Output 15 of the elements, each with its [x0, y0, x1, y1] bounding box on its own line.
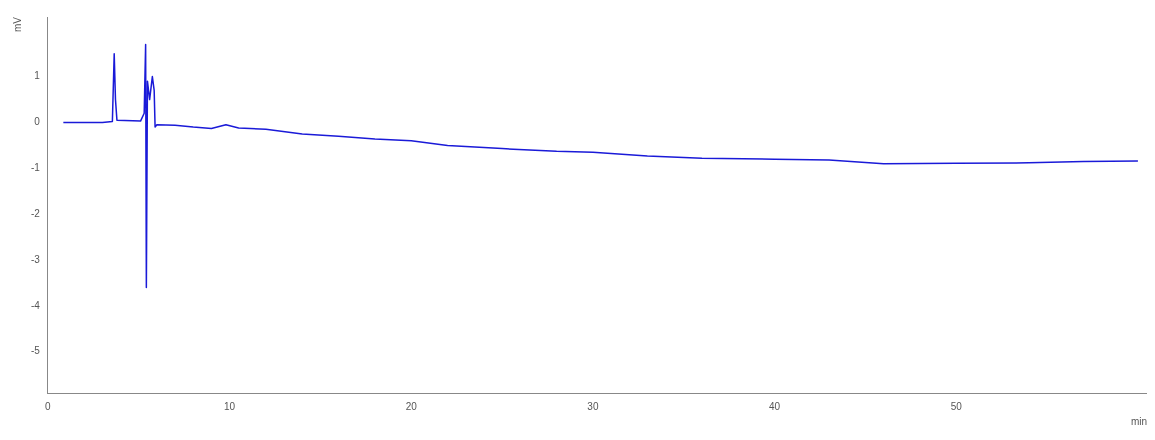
y-tick-label: 0: [34, 116, 41, 128]
y-axis-title: mV: [11, 16, 23, 32]
x-tick-label: 40: [769, 400, 781, 412]
x-tick-label: 10: [224, 400, 236, 412]
y-tick-label: -2: [30, 207, 41, 219]
y-tick-label: -5: [30, 345, 41, 357]
y-tick-label: -4: [30, 299, 41, 311]
x-tick-label: 0: [45, 400, 52, 412]
x-axis-title: min: [1130, 415, 1147, 427]
x-tick-label: 50: [950, 400, 963, 412]
y-tick-label: -1: [30, 162, 41, 174]
y-tick-label: 1: [34, 70, 41, 82]
x-tick-label: 30: [587, 400, 599, 412]
y-tick-label: -3: [30, 253, 41, 265]
x-tick-label: 20: [405, 400, 418, 412]
